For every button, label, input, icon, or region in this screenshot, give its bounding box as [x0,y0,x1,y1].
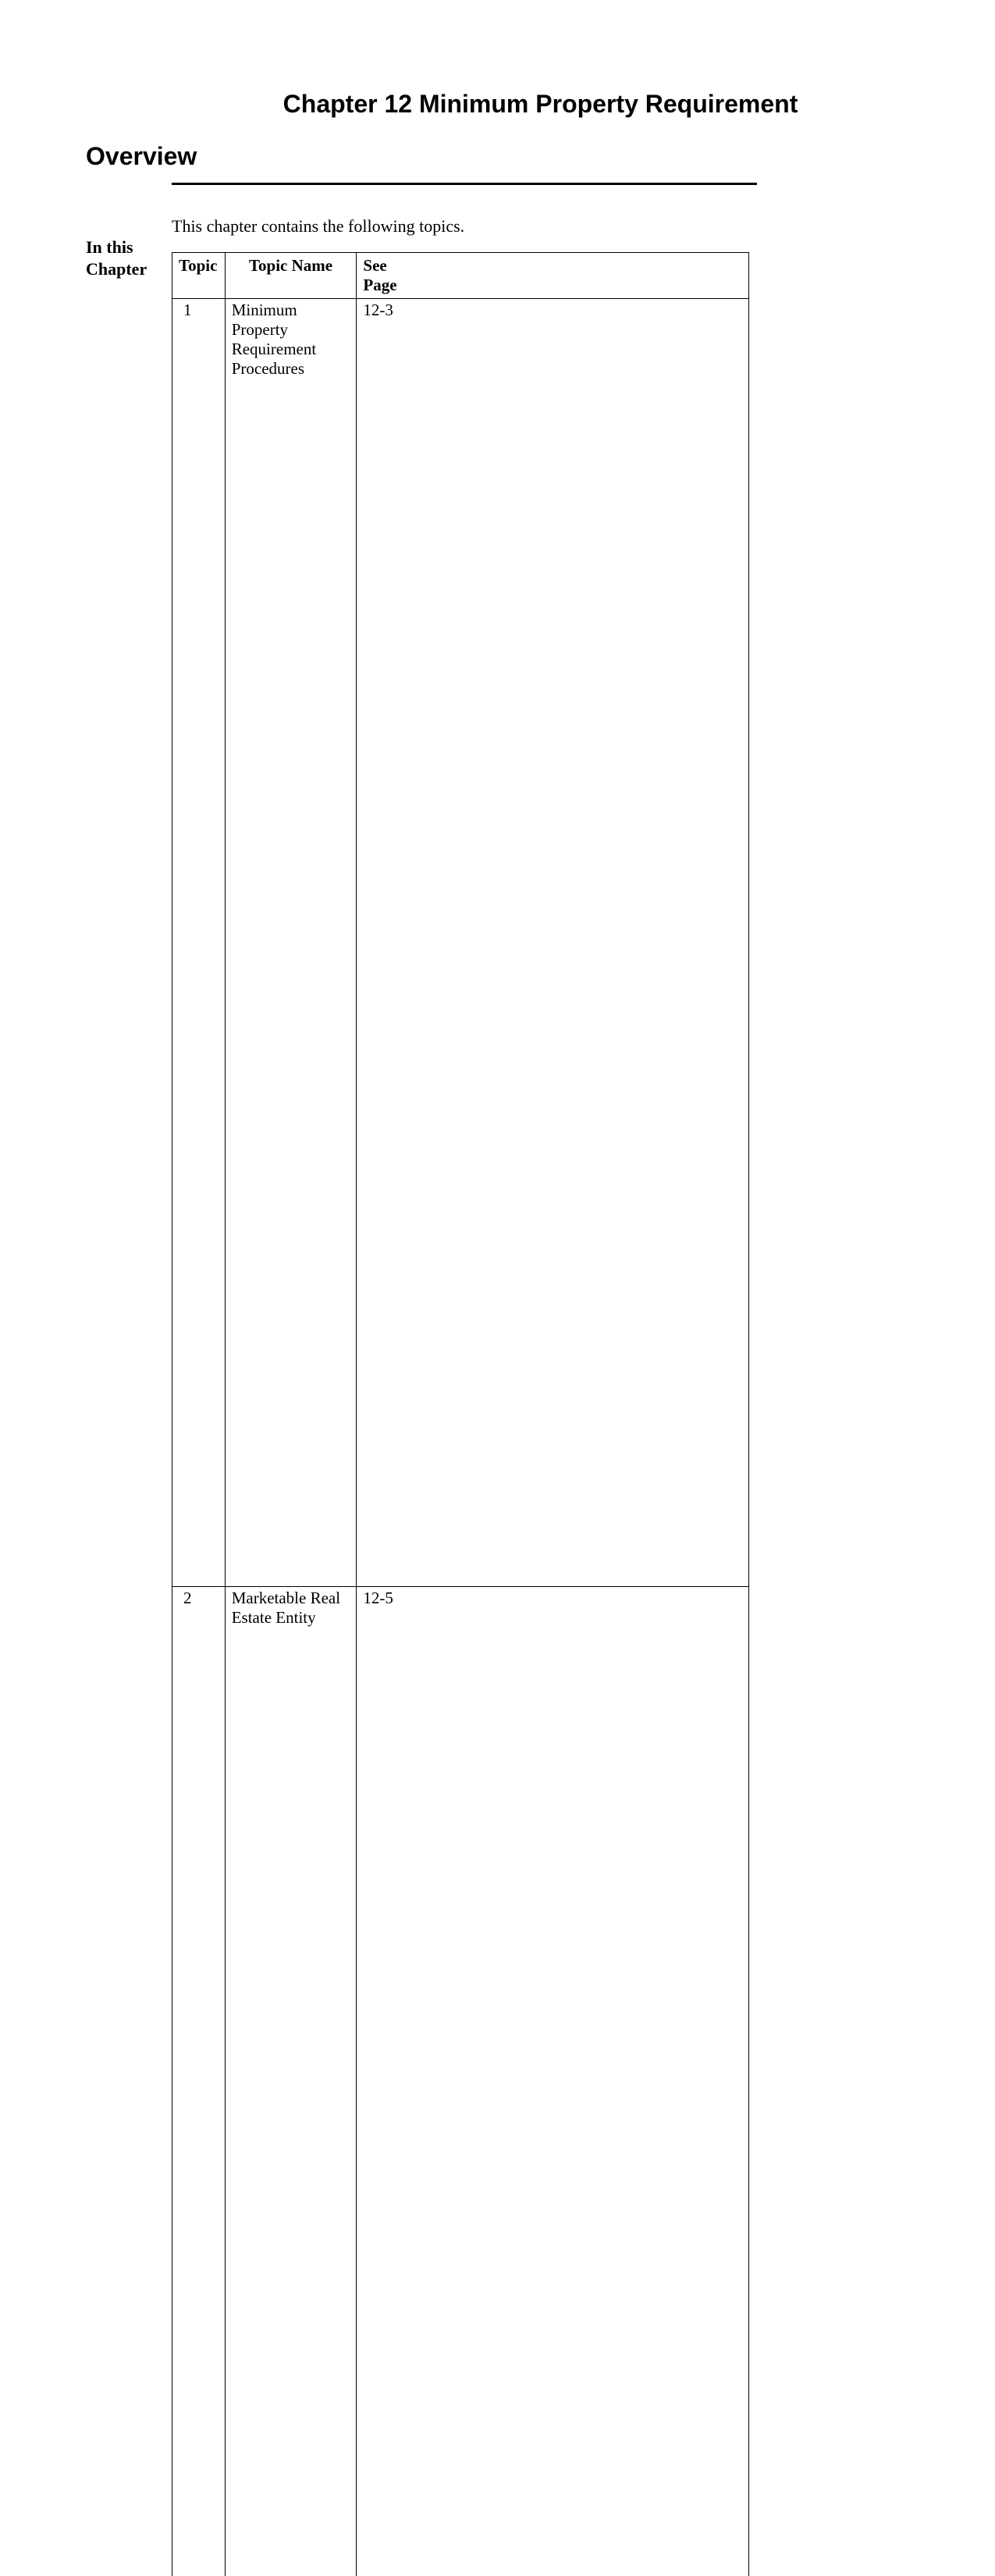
cell-topic-name: Minimum Property Requirement Procedures [225,299,357,1587]
side-label-line1: In this [86,237,133,257]
cell-page: 12-5 [357,1587,749,2576]
cell-topic-num: 2 [172,1587,226,2576]
header-name: Topic Name [225,253,357,299]
table-row: 1Minimum Property Requirement Procedures… [172,299,749,1587]
section-title: Overview [86,142,909,171]
intro-text: This chapter contains the following topi… [172,216,909,237]
page: Chapter 12 Minimum Property Requirement … [0,0,995,1288]
content-row: In this Chapter This chapter contains th… [86,216,909,2576]
side-label-line2: Chapter [86,259,147,279]
divider-top [172,183,757,185]
cell-page: 12-3 [357,299,749,1587]
side-label: In this Chapter [86,216,172,279]
header-page-line1: See [363,256,386,275]
table-row: 2Marketable Real Estate Entity12-5 [172,1587,749,2576]
cell-topic-name: Marketable Real Estate Entity [225,1587,357,2576]
table-header-row: Topic Topic Name See Page [172,253,749,299]
header-page: See Page [357,253,749,299]
header-topic: Topic [172,253,226,299]
topics-table: Topic Topic Name See Page 1Minimum Prope… [172,252,749,2576]
main-column: This chapter contains the following topi… [172,216,909,2576]
chapter-title: Chapter 12 Minimum Property Requirement [172,90,909,119]
cell-topic-num: 1 [172,299,226,1587]
header-page-line2: Page [363,276,396,294]
